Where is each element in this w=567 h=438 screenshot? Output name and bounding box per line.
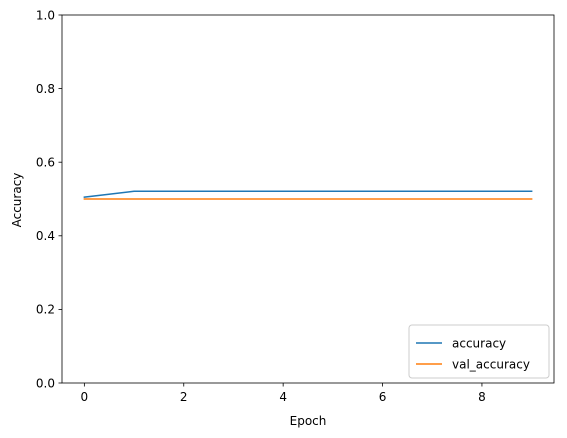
x-tick-label: 6 <box>379 390 387 404</box>
x-tick-label: 0 <box>81 390 89 404</box>
y-tick-label: 0.2 <box>36 303 55 317</box>
series-line-accuracy <box>83 190 533 198</box>
legend-label: accuracy <box>452 336 506 350</box>
x-tick-label: 2 <box>180 390 188 404</box>
y-tick-label: 0.6 <box>36 156 55 170</box>
y-tick-label: 0.0 <box>36 376 55 390</box>
legend-box <box>408 324 550 379</box>
axes-layer: 0 2 4 6 8 0.0 0.2 0.4 0.6 0.8 1.0 <box>36 8 555 404</box>
x-axis-label: Epoch <box>290 414 327 428</box>
series-layer <box>83 190 533 200</box>
chart-legend: accuracy val_accuracy <box>408 324 550 379</box>
x-tick-label: 8 <box>478 390 486 404</box>
y-axis-label: Accuracy <box>10 173 24 228</box>
axes-frame <box>61 14 555 384</box>
x-tick-label: 4 <box>279 390 287 404</box>
y-tick-label: 0.8 <box>36 82 55 96</box>
y-tick-label: 0.4 <box>36 229 55 243</box>
y-tick-label: 1.0 <box>36 8 55 22</box>
legend-label: val_accuracy <box>452 357 530 371</box>
